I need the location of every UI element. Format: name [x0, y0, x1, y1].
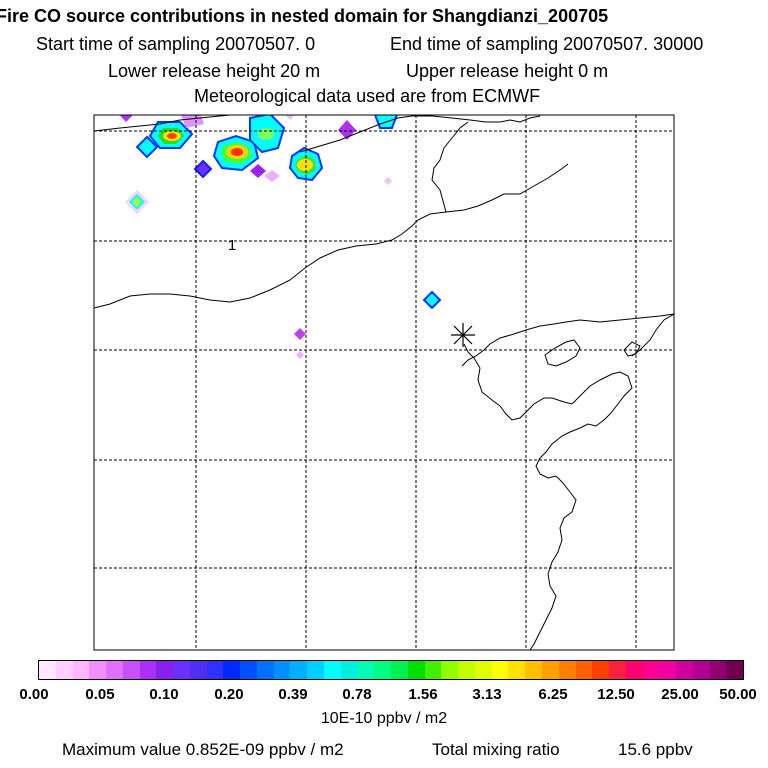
color-swatch	[39, 661, 56, 679]
plume-patch	[193, 159, 213, 179]
upper-release-height: Upper release height 0 m	[406, 61, 609, 81]
scale-tick: 6.25	[538, 686, 568, 703]
color-swatch	[575, 661, 593, 679]
map-frame	[93, 114, 675, 651]
color-swatch	[189, 661, 207, 679]
chart-title: Fire CO source contributions in nested d…	[0, 6, 609, 26]
color-swatch	[491, 661, 509, 679]
color-swatch	[525, 661, 542, 679]
plume-patch	[286, 115, 392, 185]
color-swatch	[206, 661, 224, 679]
color-swatch	[558, 661, 576, 679]
color-swatch	[541, 661, 559, 679]
color-swatch	[72, 661, 90, 679]
contour-label: 1	[228, 237, 236, 254]
scale-tick: 12.50	[597, 686, 635, 703]
color-swatch	[290, 661, 308, 679]
maximum-value: Maximum value 0.852E-09 ppbv / m2	[62, 740, 344, 759]
color-swatch	[156, 661, 174, 679]
color-swatch	[474, 661, 492, 679]
scale-tick: 25.00	[661, 686, 699, 703]
receptor-asterisk-icon	[451, 323, 475, 347]
color-swatch	[139, 661, 157, 679]
plume-patch	[124, 189, 150, 215]
map-gridlines	[94, 115, 674, 650]
color-swatch	[340, 661, 358, 679]
start-time: Start time of sampling 20070507. 0	[36, 34, 316, 54]
scale-tick: 50.00	[719, 686, 757, 703]
plume-patch	[212, 134, 260, 172]
scale-tick: 0.10	[149, 686, 179, 703]
color-swatch	[106, 661, 123, 679]
color-swatch	[726, 661, 744, 679]
color-swatch	[709, 661, 727, 679]
color-swatch	[692, 661, 710, 679]
end-time: End time of sampling 20070507. 30000	[390, 34, 704, 54]
color-swatch	[407, 661, 425, 679]
units-label: 10E-10 ppbv / m2	[320, 710, 448, 727]
plume-patch	[119, 115, 133, 122]
color-scale-bar	[38, 660, 744, 680]
scale-tick: 0.39	[278, 686, 308, 703]
color-swatch	[508, 661, 526, 679]
plume-patch	[374, 115, 398, 129]
color-swatch	[642, 661, 660, 679]
color-swatch	[592, 661, 610, 679]
plume-patches	[119, 115, 442, 359]
scale-tick: 0.78	[342, 686, 372, 703]
scale-tick: 0.05	[85, 686, 115, 703]
total-mixing-ratio-value: 15.6 ppbv	[618, 740, 693, 759]
plume-patch	[296, 351, 304, 359]
color-swatch	[441, 661, 459, 679]
color-swatch	[625, 661, 643, 679]
color-swatch	[55, 661, 73, 679]
scale-tick: 0.00	[19, 686, 49, 703]
met-data-label: Meteorological data used are from ECMWF	[194, 86, 541, 106]
plume-patch	[422, 290, 442, 310]
color-swatch	[676, 661, 693, 679]
color-swatch	[391, 661, 408, 679]
color-swatch	[424, 661, 442, 679]
coastline	[94, 115, 674, 650]
color-swatch	[273, 661, 291, 679]
plume-patch	[135, 135, 159, 159]
color-swatch	[659, 661, 677, 679]
plume-patch	[148, 121, 194, 149]
color-swatch	[357, 661, 375, 679]
color-swatch	[324, 661, 341, 679]
color-swatch	[374, 661, 392, 679]
total-mixing-ratio-label: Total mixing ratio	[432, 740, 560, 759]
plume-patch	[294, 328, 306, 340]
color-swatch	[307, 661, 325, 679]
plume-patch	[264, 170, 280, 182]
color-swatch	[89, 661, 107, 679]
color-swatch	[458, 661, 475, 679]
scale-tick: 1.56	[408, 686, 438, 703]
scale-tick: 3.13	[472, 686, 502, 703]
plume-patch	[250, 164, 266, 178]
lower-release-height: Lower release height 20 m	[108, 61, 321, 81]
color-swatch	[609, 661, 626, 679]
scale-tick: 0.20	[214, 686, 244, 703]
color-swatch	[122, 661, 140, 679]
plume-patch	[249, 115, 286, 154]
color-swatch	[256, 661, 274, 679]
color-swatch	[240, 661, 257, 679]
color-swatch	[223, 661, 241, 679]
color-swatch	[173, 661, 190, 679]
